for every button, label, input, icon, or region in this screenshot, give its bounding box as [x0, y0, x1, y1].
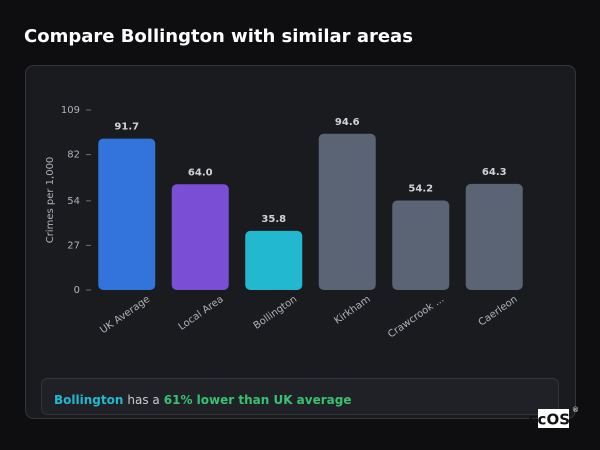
- bar: [171, 184, 229, 290]
- y-tick-label: 109: [61, 105, 80, 116]
- bar: [245, 230, 303, 290]
- value-label: 94.6: [335, 117, 360, 128]
- logo-box: [538, 409, 569, 428]
- logo-mark: ®: [572, 406, 579, 414]
- logo: scOS: [529, 411, 570, 429]
- bar: [98, 138, 156, 290]
- summary-area: Bollington: [54, 393, 123, 407]
- summary-highlight: 61% lower than UK average: [164, 393, 352, 407]
- y-axis-label: Crimes per 1,000: [45, 157, 56, 244]
- summary: Bollington has a 61% lower than UK average: [54, 393, 351, 407]
- summary-text: has a: [127, 393, 159, 407]
- y-tick-label: 54: [67, 196, 80, 207]
- value-label: 64.3: [482, 167, 507, 178]
- value-label: 64.0: [188, 167, 213, 178]
- value-label: 91.7: [114, 122, 139, 133]
- y-tick-label: 82: [67, 150, 80, 161]
- value-label: 54.2: [408, 183, 433, 194]
- chart-title: Compare Bollington with similar areas: [24, 26, 413, 47]
- summary-box: [41, 378, 559, 415]
- y-tick-label: 0: [74, 285, 80, 296]
- y-tick-label: 27: [67, 240, 80, 251]
- value-label: 35.8: [261, 214, 286, 225]
- bar: [392, 200, 450, 290]
- bar: [465, 183, 523, 290]
- bar: [318, 133, 376, 290]
